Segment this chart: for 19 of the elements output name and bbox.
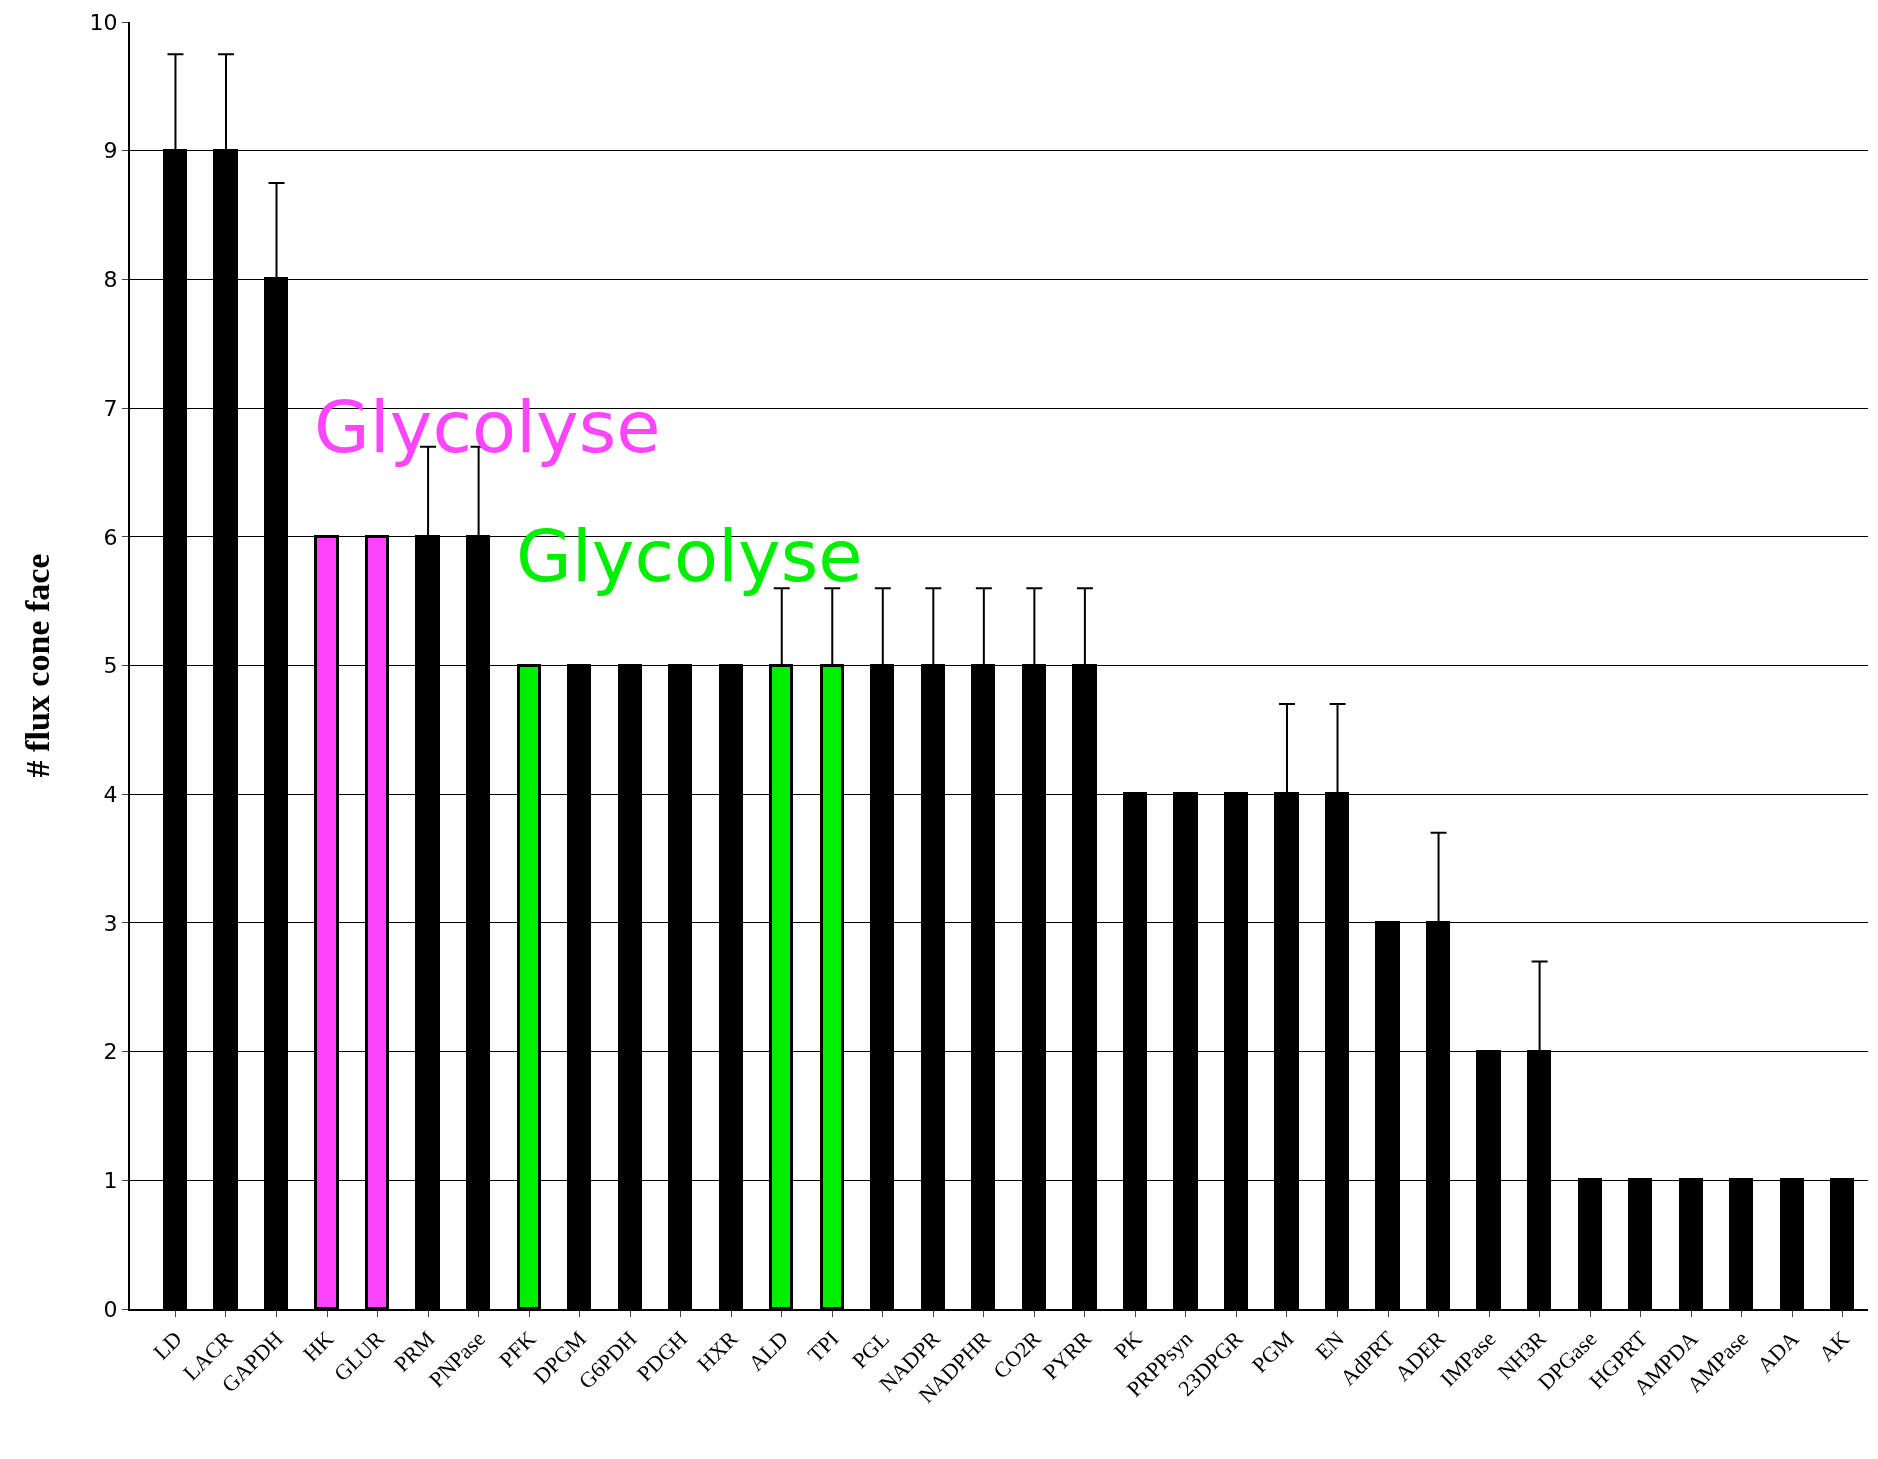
- y-tick-label: 9: [103, 138, 118, 164]
- x-tick-label: AK: [1813, 1325, 1855, 1367]
- y-tick-label: 8: [103, 267, 118, 293]
- y-tick-label: 6: [103, 524, 118, 550]
- annotation: Glycolyse: [516, 514, 863, 598]
- x-tick-label: TPI: [802, 1326, 844, 1368]
- x-tick-label: HK: [298, 1325, 339, 1367]
- y-tick-label: 10: [89, 9, 118, 35]
- y-tick-label: 4: [103, 781, 118, 807]
- y-tick-label: 3: [103, 910, 118, 936]
- y-tick-label: 0: [103, 1296, 118, 1322]
- y-tick-label: 2: [103, 1039, 118, 1065]
- x-tick-label: EN: [1310, 1325, 1349, 1365]
- x-tick-label: LD: [148, 1326, 187, 1365]
- y-tick-label: 5: [103, 653, 118, 679]
- y-tick-label: 1: [103, 1168, 118, 1193]
- y-tick-label: 7: [103, 395, 118, 421]
- y-axis-title: # flux cone face: [18, 553, 56, 778]
- annotation: Glycolyse: [314, 385, 661, 469]
